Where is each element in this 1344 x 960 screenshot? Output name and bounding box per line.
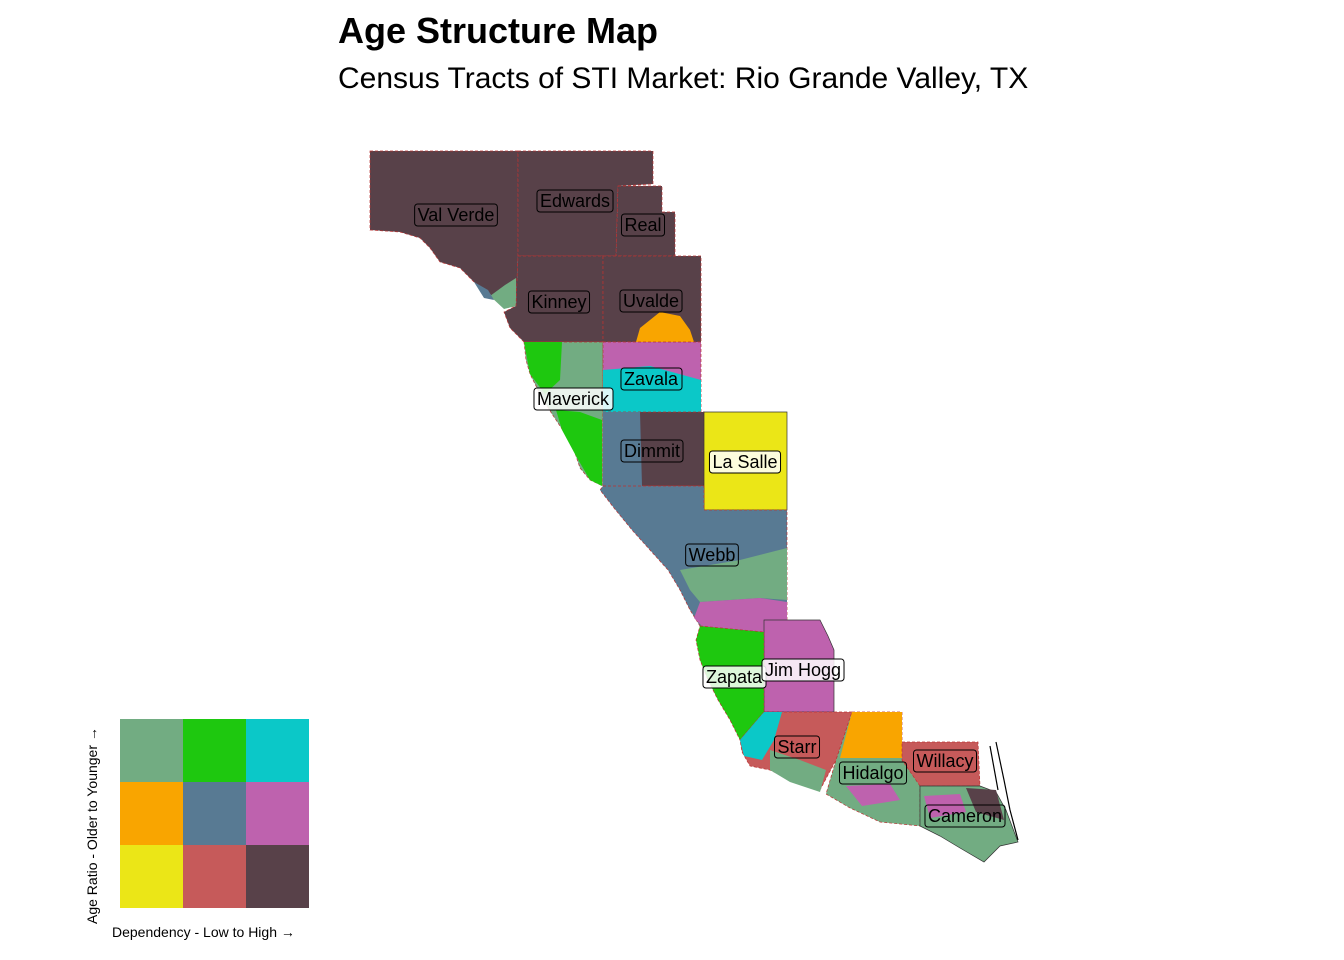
map-subtitle: Census Tracts of STI Market: Rio Grande …	[338, 62, 1029, 95]
coastline-islands	[989, 741, 1019, 841]
county-label: Cameron	[924, 804, 1006, 828]
legend-x-label: Dependency - Low to High →	[112, 924, 295, 940]
county-label-text: Jim Hogg	[765, 660, 841, 680]
tract-green	[680, 548, 787, 602]
county-label-box	[620, 439, 684, 463]
county-label: Hidalgo	[838, 761, 908, 785]
county-label: Webb	[685, 543, 739, 567]
county-label: Edwards	[536, 189, 614, 213]
county-label: Starr	[773, 735, 821, 759]
county-label-box	[685, 543, 739, 567]
legend-cell	[183, 845, 246, 908]
tract-cyan	[603, 366, 701, 412]
county-label-box	[536, 189, 614, 213]
county-label: Kinney	[527, 290, 591, 314]
legend-cell	[183, 782, 246, 845]
bivariate-legend	[120, 719, 309, 908]
county-label-text: Webb	[689, 545, 736, 565]
tract-green-bright	[524, 342, 562, 394]
county-label: Val Verde	[414, 203, 498, 227]
county-label-box	[708, 450, 782, 474]
county-label-text: Zavala	[624, 369, 679, 389]
county-label-text: La Salle	[712, 452, 777, 472]
county-label-text: Starr	[777, 737, 816, 757]
county-label-box	[620, 367, 683, 391]
county-label: Willacy	[913, 749, 977, 773]
county-kinney[interactable]	[503, 255, 604, 343]
county-labels: Val Verde Edwards Real Kinney Uvalde Zavala Ma…	[414, 189, 1006, 828]
legend-cell	[120, 782, 183, 845]
county-label: Jim Hogg	[761, 658, 845, 682]
county-label: Maverick	[533, 387, 614, 411]
legend-y-label: Age Ratio - Older to Younger →	[84, 727, 100, 924]
tract-purple	[924, 794, 966, 818]
tract-green	[770, 750, 826, 792]
county-label: La Salle	[708, 450, 782, 474]
county-label: Dimmit	[620, 439, 684, 463]
tract-mixed	[846, 784, 900, 806]
county-label-text: Dimmit	[624, 441, 680, 461]
tract-cyan	[740, 712, 782, 760]
county-label: Zapata	[702, 665, 767, 689]
county-label-box	[620, 213, 666, 237]
county-label-box	[761, 658, 845, 682]
county-label-text: Val Verde	[418, 205, 495, 225]
county-label-text: Edwards	[540, 191, 610, 211]
tract-blue	[474, 282, 494, 300]
tract-blue	[603, 412, 642, 486]
tract-dark	[966, 788, 1004, 820]
legend-cell	[183, 719, 246, 782]
tract-green-bright	[556, 410, 602, 486]
tract-orange	[636, 312, 694, 342]
county-label-box	[924, 804, 1006, 828]
county-label: Real	[620, 213, 666, 237]
legend-cell	[246, 719, 309, 782]
county-label-text: Zapata	[706, 667, 763, 687]
county-label-box	[533, 387, 614, 411]
county-label-text: Willacy	[917, 751, 974, 771]
county-label-box	[414, 203, 498, 227]
county-label-box	[527, 290, 591, 314]
legend-cell	[246, 845, 309, 908]
map-title: Age Structure Map	[338, 10, 659, 51]
county-label-text: Hidalgo	[842, 763, 903, 783]
legend-cell	[120, 845, 183, 908]
legend-cell	[120, 719, 183, 782]
county-label-text: Real	[624, 215, 661, 235]
county-label-box	[773, 735, 821, 759]
county-label-text: Uvalde	[623, 291, 679, 311]
county-label: Zavala	[620, 367, 683, 391]
tract-green	[490, 278, 516, 309]
county-label-text: Kinney	[531, 292, 586, 312]
tract-orange	[840, 712, 902, 758]
county-val-verde[interactable]	[369, 150, 519, 309]
county-label-box	[913, 749, 977, 773]
county-label-text: Cameron	[928, 806, 1002, 826]
county-label: Uvalde	[619, 289, 683, 313]
legend-cell	[246, 782, 309, 845]
county-label-box	[838, 761, 908, 785]
county-label-box	[619, 289, 683, 313]
county-label-text: Maverick	[537, 389, 610, 409]
